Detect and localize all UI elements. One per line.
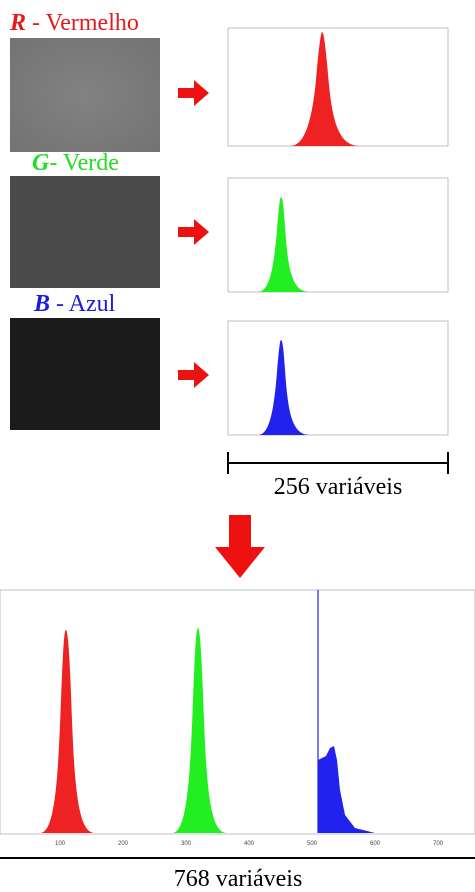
- channel-name: - Vermelho: [26, 10, 139, 36]
- histogram-frame: [227, 177, 449, 293]
- histogram-red: [290, 32, 360, 146]
- histogram-frame: [227, 320, 449, 436]
- channel-label: B - Azul: [33, 291, 116, 317]
- small-histogram-frames: [227, 27, 449, 436]
- channel-letter: R: [9, 10, 26, 36]
- tick-label: 100: [55, 841, 66, 847]
- channel-name: - Verde: [49, 150, 119, 176]
- big-axis-ticks: 100 200 300 400 500 600 700: [55, 841, 444, 847]
- histogram-blue: [258, 340, 310, 435]
- histogram-red: [40, 630, 95, 833]
- arrows: [178, 80, 209, 388]
- caption: 768 variáveis: [174, 866, 303, 892]
- tick-label: 300: [181, 841, 192, 847]
- channel-label: R - Vermelho: [9, 10, 139, 36]
- caption: 256 variáveis: [274, 474, 403, 500]
- arrow: [178, 219, 209, 245]
- channel-image: [10, 318, 160, 430]
- histogram-green: [258, 197, 310, 292]
- tick-label: 400: [244, 841, 255, 847]
- channel-image: [10, 176, 160, 288]
- down-arrow: [215, 515, 265, 578]
- arrow: [178, 80, 209, 106]
- bracket: [227, 452, 449, 474]
- histogram-green: [172, 628, 227, 833]
- channel-label: G- Verde: [32, 150, 119, 176]
- channel-letter: B: [33, 291, 50, 317]
- tick-label: 700: [433, 841, 444, 847]
- tick-label: 200: [118, 841, 129, 847]
- big-histogram-frame: [0, 589, 475, 835]
- channel-letter: G: [32, 150, 50, 176]
- arrow: [178, 362, 209, 388]
- channel-name: - Azul: [50, 291, 116, 317]
- image-texture: [10, 38, 160, 152]
- tick-label: 600: [370, 841, 381, 847]
- tick-label: 500: [307, 841, 318, 847]
- histogram-blue: [318, 746, 375, 833]
- histogram-frame: [227, 27, 449, 147]
